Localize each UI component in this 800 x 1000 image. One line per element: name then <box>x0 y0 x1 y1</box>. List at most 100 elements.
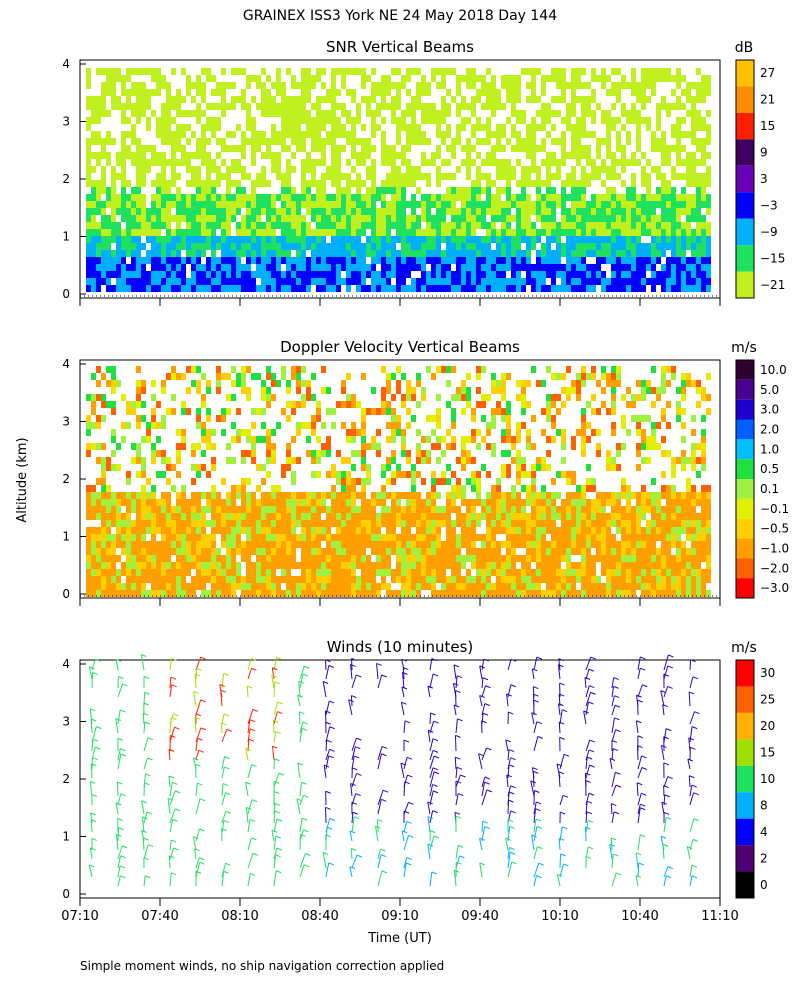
winds-colorbar-unit: m/s <box>731 640 757 656</box>
colorbar-label: 27 <box>760 66 775 80</box>
colorbar-swatch <box>736 818 754 846</box>
y-tick-label: 4 <box>62 357 70 371</box>
y-tick-label: 3 <box>62 415 70 429</box>
doppler-x-ticks <box>79 595 721 606</box>
x-axis-label: Time (UT) <box>367 931 432 946</box>
colorbar-label: 15 <box>760 119 775 133</box>
colorbar-swatch <box>736 439 754 460</box>
colorbar-label: 3.0 <box>760 403 779 417</box>
x-tick-label: 10:40 <box>621 909 658 924</box>
colorbar-label: −1.0 <box>760 541 789 555</box>
colorbar-label: −21 <box>760 278 785 292</box>
colorbar-swatch <box>736 245 754 272</box>
snr-panel: SNR Vertical Beams 0 1 2 3 4 dB 27 21 15 9 3 −3 −9… <box>62 38 785 306</box>
colorbar-swatch <box>736 871 754 898</box>
y-tick-label: 3 <box>62 715 70 729</box>
x-tick-label: 10:10 <box>541 909 578 924</box>
x-tick-label: 07:40 <box>141 909 178 924</box>
snr-x-ticks <box>79 295 721 306</box>
colorbar-swatch <box>736 379 754 400</box>
colorbar-swatch <box>736 845 754 872</box>
colorbar-label: −0.1 <box>760 502 789 516</box>
y-tick-label: 2 <box>62 172 70 186</box>
footnote: Simple moment winds, no ship navigation … <box>80 959 444 973</box>
y-tick-label: 2 <box>62 472 70 486</box>
colorbar-label: 15 <box>760 746 775 760</box>
figure-title: GRAINEX ISS3 York NE 24 May 2018 Day 144 <box>243 8 557 24</box>
colorbar-swatch <box>736 218 754 246</box>
doppler-panel: Doppler Velocity Vertical Beams 0 1 2 3 4 m/… <box>62 338 789 606</box>
winds-panel-title: Winds (10 minutes) <box>327 638 474 656</box>
colorbar-label: 0 <box>760 878 768 892</box>
colorbar-label: −0.5 <box>760 522 789 536</box>
colorbar-swatch <box>736 399 754 420</box>
snr-y-ticks: 0 1 2 3 4 <box>62 57 86 301</box>
colorbar-swatch <box>736 60 754 87</box>
y-tick-label: 0 <box>62 887 70 901</box>
colorbar-label: 20 <box>760 719 775 733</box>
winds-panel: Winds (10 minutes) 0 1 2 3 4 07:10 07:40 08:10… <box>61 638 775 924</box>
x-tick-label: 07:10 <box>61 909 98 924</box>
colorbar-swatch <box>736 165 754 193</box>
y-tick-label: 1 <box>62 230 70 244</box>
colorbar-label: 30 <box>760 666 775 680</box>
doppler-colorbar-unit: m/s <box>731 340 757 356</box>
y-tick-label: 1 <box>62 530 70 544</box>
snr-panel-title: SNR Vertical Beams <box>326 38 474 56</box>
wind-barbs <box>88 654 700 887</box>
colorbar-label: −2.0 <box>760 561 789 575</box>
y-tick-label: 2 <box>62 772 70 786</box>
colorbar-swatch <box>736 578 754 598</box>
doppler-colorbar: 10.0 5.0 3.0 2.0 1.0 0.5 0.1 −0.1 −0.5 −1.0 −2.0 −3… <box>735 359 789 599</box>
colorbar-swatch <box>736 419 754 440</box>
colorbar-label: −9 <box>760 225 778 239</box>
colorbar-swatch <box>736 139 754 166</box>
colorbar-swatch <box>736 192 754 219</box>
colorbar-label: 10 <box>760 772 775 786</box>
colorbar-swatch <box>736 271 754 298</box>
colorbar-label: −3.0 <box>760 581 789 595</box>
y-axis-label: Altitude (km) <box>15 437 30 522</box>
colorbar-label: 21 <box>760 93 775 107</box>
colorbar-label: 3 <box>760 172 768 186</box>
x-tick-label: 08:10 <box>221 909 258 924</box>
x-tick-label: 09:40 <box>461 909 498 924</box>
colorbar-label: 9 <box>760 146 768 160</box>
x-tick-label: 11:10 <box>701 909 738 924</box>
x-tick-label: 08:40 <box>301 909 338 924</box>
winds-x-ticks: 07:10 07:40 08:10 08:40 09:10 09:40 10:10 10:40… <box>61 898 739 924</box>
colorbar-label: −3 <box>760 198 778 212</box>
colorbar-swatch <box>736 86 754 113</box>
y-tick-label: 4 <box>62 657 70 671</box>
colorbar-swatch <box>736 792 754 819</box>
colorbar-swatch <box>736 498 754 519</box>
colorbar-label: 10.0 <box>760 363 787 377</box>
winds-plot-area <box>79 659 721 899</box>
doppler-panel-title: Doppler Velocity Vertical Beams <box>280 338 520 356</box>
colorbar-label: 1.0 <box>760 442 779 456</box>
colorbar-label: −15 <box>760 251 785 265</box>
y-tick-label: 4 <box>62 57 70 71</box>
y-tick-label: 1 <box>62 830 70 844</box>
snr-colorbar: 27 21 15 9 3 −3 −9 −15 −21 <box>735 59 785 299</box>
y-tick-label: 0 <box>62 287 70 301</box>
colorbar-swatch <box>736 660 754 687</box>
colorbar-label: 8 <box>760 798 768 812</box>
snr-heatmap <box>86 68 711 292</box>
x-tick-label: 09:10 <box>381 909 418 924</box>
y-tick-label: 0 <box>62 587 70 601</box>
y-tick-label: 3 <box>62 115 70 129</box>
colorbar-swatch <box>736 686 754 713</box>
colorbar-swatch <box>736 558 754 579</box>
colorbar-swatch <box>736 712 754 740</box>
colorbar-label: 0.5 <box>760 462 779 476</box>
colorbar-swatch <box>736 479 754 499</box>
colorbar-label: 5.0 <box>760 383 779 397</box>
colorbar-label: 2 <box>760 851 768 865</box>
winds-y-ticks: 0 1 2 3 4 <box>62 657 86 901</box>
colorbar-label: 4 <box>760 825 768 839</box>
doppler-heatmap <box>86 366 711 597</box>
colorbar-swatch <box>736 459 754 479</box>
colorbar-swatch <box>736 518 754 539</box>
